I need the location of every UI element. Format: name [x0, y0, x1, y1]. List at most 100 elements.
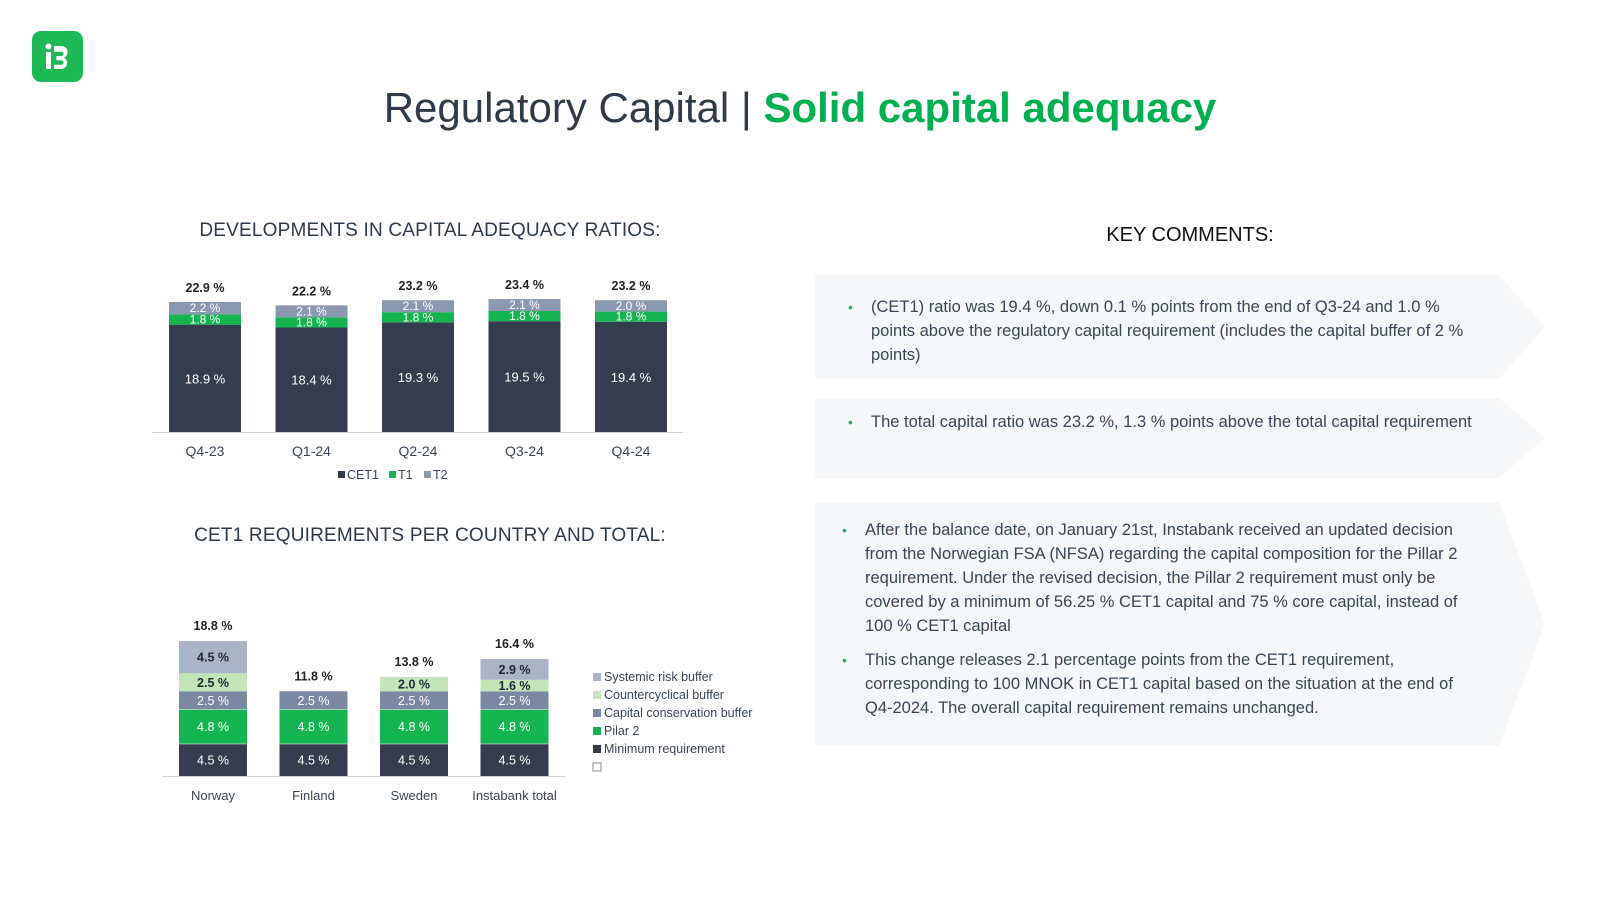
comment-box-2: The total capital ratio was 23.2 %, 1.3 … [815, 398, 1565, 478]
category-label-q4-24: Q4-24 [612, 443, 651, 459]
bar-t2-q4-23 [169, 301, 241, 315]
comment-bullet: (CET1) ratio was 19.4 %, down 0.1 % poin… [815, 295, 1565, 367]
bar-cet1-q4-23 [169, 324, 241, 432]
data-label-minimum-requirement-sweden: 4.5 % [398, 753, 430, 767]
data-label-minimum-requirement-instabank-total: 4.5 % [499, 753, 531, 767]
instabank-logo-icon [45, 43, 68, 69]
total-label-sweden: 13.8 % [395, 655, 434, 669]
comment-bullet: This change releases 2.1 percentage poin… [809, 648, 1565, 720]
data-label-pilar-2-norway: 4.8 % [197, 720, 229, 734]
bar-t1-q3-24 [488, 311, 561, 322]
bar-cet1-q1-24 [275, 327, 348, 432]
data-label-t2-q3-24: 2.1 % [509, 298, 540, 312]
total-label-finland: 11.8 % [294, 669, 332, 683]
total-label-q3-24: 23.4 % [505, 278, 544, 292]
data-label-t1-q4-24: 1.8 % [616, 310, 647, 324]
legend-swatch-empty [592, 762, 602, 772]
bar-capital-conservation-buffer-finland [279, 691, 348, 710]
data-label-t1-q2-24: 1.8 % [403, 310, 434, 324]
comment-bullet: The total capital ratio was 23.2 %, 1.3 … [815, 410, 1565, 434]
data-label-cet1-q4-24: 19.4 % [611, 370, 652, 385]
comment-box-1: (CET1) ratio was 19.4 %, down 0.1 % poin… [815, 275, 1565, 379]
data-label-capital-conservation-buffer-norway: 2.5 % [197, 694, 229, 708]
legend-label-capital-conservation-buffer: Capital conservation buffer [604, 706, 752, 720]
bar-t1-q4-24 [595, 311, 667, 322]
legend-swatch-capital-conservation-buffer [593, 709, 601, 717]
comment-list: After the balance date, on January 21st,… [809, 502, 1565, 720]
bar-minimum-requirement-norway [179, 743, 247, 776]
legend-label-t2: T2 [433, 468, 448, 482]
legend-swatch-minimum-requirement [593, 745, 601, 753]
ratios-section-title: DEVELOPMENTS IN CAPITAL ADEQUACY RATIOS: [199, 220, 661, 241]
data-label-t2-q4-23: 2.2 % [190, 301, 221, 315]
legend-swatch-t2 [424, 471, 431, 478]
data-label-systemic-risk-buffer-norway: 4.5 % [197, 651, 229, 665]
data-label-cet1-q4-23: 18.9 % [185, 371, 226, 386]
bar-pilar-2-instabank-total [480, 709, 549, 744]
data-label-capital-conservation-buffer-sweden: 2.5 % [398, 694, 430, 708]
category-label-q1-24: Q1-24 [292, 443, 331, 459]
data-label-t1-q4-23: 1.8 % [190, 313, 221, 327]
data-label-cet1-q3-24: 19.5 % [504, 370, 545, 385]
legend-label-pilar-2: Pilar 2 [604, 724, 639, 738]
data-label-pilar-2-instabank-total: 4.8 % [499, 720, 531, 734]
data-label-countercyclical-buffer-instabank-total: 1.6 % [499, 679, 531, 693]
legend-swatch-cet1 [338, 471, 345, 478]
bar-t2-q2-24 [382, 300, 454, 313]
bar-minimum-requirement-instabank-total [480, 743, 549, 776]
data-label-minimum-requirement-norway: 4.5 % [197, 753, 229, 767]
total-label-instabank-total: 16.4 % [495, 637, 534, 651]
total-label-q1-24: 22.2 % [292, 284, 331, 298]
legend-label-t1: T1 [398, 468, 413, 482]
data-label-countercyclical-buffer-norway: 2.5 % [197, 676, 229, 690]
data-label-t2-q4-24: 2.0 % [616, 299, 647, 313]
total-label-q2-24: 23.2 % [399, 279, 438, 293]
title-main: Regulatory Capital | [383, 84, 764, 131]
bar-minimum-requirement-finland [279, 743, 348, 776]
total-label-q4-23: 22.9 % [186, 281, 225, 295]
data-label-countercyclical-buffer-sweden: 2.0 % [398, 678, 430, 692]
category-label-norway: Norway [191, 788, 236, 803]
total-label-q4-24: 23.2 % [612, 279, 651, 293]
bar-countercyclical-buffer-instabank-total [480, 679, 549, 692]
comment-list: The total capital ratio was 23.2 %, 1.3 … [815, 398, 1565, 434]
bar-cet1-q2-24 [382, 322, 454, 432]
instabank-logo [32, 31, 83, 82]
bar-countercyclical-buffer-norway [179, 673, 247, 692]
cet1-section-title: CET1 REQUIREMENTS PER COUNTRY AND TOTAL: [194, 525, 666, 546]
bar-minimum-requirement-sweden [380, 743, 448, 776]
data-label-t2-q1-24: 2.1 % [296, 304, 327, 318]
bar-t1-q4-23 [169, 314, 241, 325]
data-label-cet1-q1-24: 18.4 % [291, 373, 332, 388]
data-label-capital-conservation-buffer-finland: 2.5 % [298, 694, 330, 708]
bar-systemic-risk-buffer-norway [179, 641, 247, 674]
comments-section-title: KEY COMMENTS: [1106, 224, 1274, 246]
total-label-norway: 18.8 % [194, 619, 233, 633]
data-label-capital-conservation-buffer-instabank-total: 2.5 % [499, 694, 531, 708]
bar-capital-conservation-buffer-instabank-total [480, 691, 549, 710]
page-title: Regulatory Capital | Solid capital adequ… [0, 84, 1600, 132]
bar-cet1-q3-24 [488, 321, 561, 432]
data-label-cet1-q2-24: 19.3 % [398, 370, 439, 385]
data-label-pilar-2-sweden: 4.8 % [398, 720, 430, 734]
category-label-finland: Finland [292, 788, 335, 803]
legend-label-minimum-requirement: Minimum requirement [604, 742, 725, 756]
data-label-t2-q2-24: 2.1 % [403, 299, 434, 313]
legend-label-cet1: CET1 [347, 468, 379, 482]
bar-capital-conservation-buffer-sweden [380, 691, 448, 710]
category-label-q4-23: Q4-23 [186, 443, 225, 459]
bar-t2-q3-24 [488, 299, 561, 312]
bar-t1-q1-24 [275, 317, 348, 328]
bar-pilar-2-finland [279, 709, 348, 744]
legend-swatch-pilar-2 [593, 727, 601, 735]
data-label-t1-q1-24: 1.8 % [296, 315, 327, 329]
bar-cet1-q4-24 [595, 321, 667, 432]
comment-box-3: After the balance date, on January 21st,… [815, 502, 1565, 746]
bar-t1-q2-24 [382, 312, 454, 323]
bar-pilar-2-norway [179, 709, 247, 744]
legend-label-countercyclical-buffer: Countercyclical buffer [604, 688, 724, 702]
data-label-pilar-2-finland: 4.8 % [298, 720, 330, 734]
bar-capital-conservation-buffer-norway [179, 691, 247, 710]
category-label-q3-24: Q3-24 [505, 443, 544, 459]
